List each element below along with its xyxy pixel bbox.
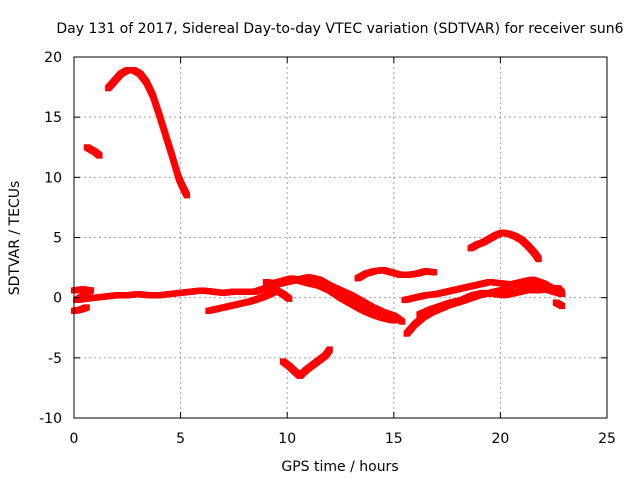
data-point [390, 317, 397, 324]
series-short-high [83, 144, 103, 159]
y-tick-label: 15 [44, 110, 62, 126]
y-tick-label: 10 [44, 170, 62, 186]
series-arc-rise-fall [105, 67, 190, 199]
y-tick-label: 5 [53, 231, 62, 247]
y-tick-label: 0 [53, 291, 62, 307]
series-arc-plus5 [467, 229, 542, 263]
data-point [183, 192, 190, 199]
data-point [559, 303, 566, 310]
data-point [399, 318, 406, 325]
series-secondary-mid [262, 275, 397, 324]
data-point [286, 295, 293, 302]
chart-title: Day 131 of 2017, Sidereal Day-to-day VTE… [56, 21, 623, 37]
data-point [83, 304, 90, 311]
x-tick-labels: 0 5 10 15 20 25 [70, 431, 616, 447]
data-points [71, 67, 566, 379]
data-point [559, 289, 566, 296]
y-tick-label: -5 [48, 351, 62, 367]
y-tick-labels: -10 -5 0 5 10 15 20 [39, 50, 62, 427]
x-tick-label: 0 [70, 431, 79, 447]
y-axis-label: SDTVAR / TECUs [7, 181, 23, 296]
x-tick-label: 10 [278, 431, 296, 447]
x-tick-label: 25 [598, 431, 616, 447]
axis-ticks [73, 56, 608, 419]
series-near-zero-1 [71, 274, 406, 325]
series-mid-plus2 [354, 266, 438, 282]
series-secondary-low [205, 287, 293, 314]
data-point [431, 269, 438, 276]
x-axis-label: GPS time / hours [281, 459, 398, 475]
series-dip-minus5 [279, 346, 333, 379]
grid [74, 57, 607, 418]
x-tick-label: 5 [176, 431, 185, 447]
data-point [535, 256, 542, 263]
series-end-tail [552, 299, 566, 310]
x-tick-label: 15 [385, 431, 403, 447]
data-point [96, 152, 103, 159]
y-tick-label: 20 [44, 50, 62, 66]
series-upper-after-15 [401, 276, 555, 304]
series-lower-after-15 [416, 285, 566, 318]
y-tick-label: -10 [39, 411, 62, 427]
x-tick-label: 20 [491, 431, 509, 447]
data-point [326, 346, 333, 353]
